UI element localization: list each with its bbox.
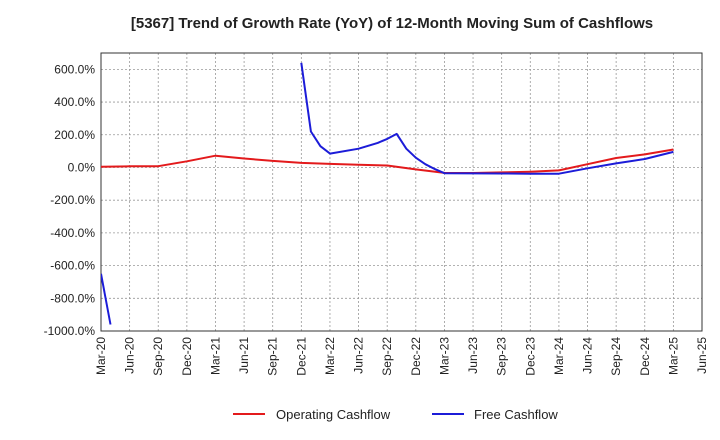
x-tick-label: Sep-20 (151, 337, 165, 376)
grid (100, 53, 703, 332)
x-tick-label: Mar-23 (437, 337, 451, 375)
legend-label-free-cashflow: Free Cashflow (474, 407, 558, 422)
y-tick-label: 600.0% (54, 62, 95, 76)
y-axis: 600.0% 400.0% 200.0% 0.0% -200.0% -400.0% -600… (44, 62, 96, 338)
y-tick-label: -800.0% (50, 291, 95, 305)
y-tick-label: 400.0% (54, 95, 95, 109)
operating-cashflow-line (101, 148, 674, 174)
free-cashflow-line (101, 273, 112, 325)
x-tick-label: Sep-24 (609, 337, 623, 376)
x-tick-label: Mar-24 (552, 337, 566, 375)
legend-label-operating-cashflow: Operating Cashflow (276, 407, 391, 422)
x-tick-label: Jun-24 (581, 337, 595, 374)
x-tick-label: Jun-21 (237, 337, 251, 374)
plot-area (100, 52, 703, 332)
y-tick-label: -1000.0% (44, 324, 96, 338)
x-tick-label: Mar-21 (208, 337, 222, 375)
x-tick-label: Dec-23 (523, 337, 537, 376)
x-tick-label: Sep-22 (380, 337, 394, 376)
chart-title: [5367] Trend of Growth Rate (YoY) of 12-… (131, 15, 653, 32)
x-tick-label: Dec-21 (294, 337, 308, 376)
y-tick-label: 200.0% (54, 128, 95, 142)
x-tick-label: Dec-24 (638, 337, 652, 376)
x-tick-label: Jun-25 (695, 337, 709, 374)
x-tick-label: Mar-20 (94, 337, 108, 375)
free-cashflow-line (300, 62, 674, 175)
x-tick-label: Dec-20 (180, 337, 194, 376)
x-tick-label: Mar-25 (666, 337, 680, 375)
x-tick-label: Sep-21 (266, 337, 280, 376)
legend: Operating Cashflow Free Cashflow (233, 407, 558, 422)
x-tick-label: Jun-23 (466, 337, 480, 374)
y-tick-label: -600.0% (50, 259, 95, 273)
x-tick-label: Jun-22 (352, 337, 366, 374)
x-tick-label: Jun-20 (123, 337, 137, 374)
series-lines (101, 62, 674, 325)
x-tick-label: Mar-22 (323, 337, 337, 375)
x-tick-label: Dec-22 (409, 337, 423, 376)
x-axis: Mar-20 Jun-20 Sep-20 Dec-20 Mar-21 Jun-21 Sep-… (94, 337, 709, 376)
y-tick-label: -200.0% (50, 193, 95, 207)
x-tick-label: Sep-23 (495, 337, 509, 376)
y-tick-label: 0.0% (68, 160, 96, 174)
y-tick-label: -400.0% (50, 226, 95, 240)
